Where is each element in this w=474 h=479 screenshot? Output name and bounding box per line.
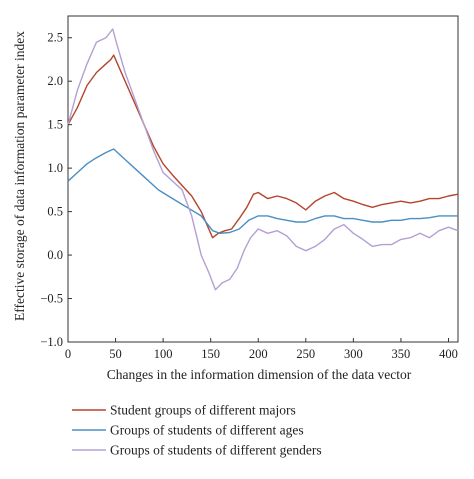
- x-tick-label: 250: [296, 347, 315, 361]
- y-axis-label: Effective storage of data information pa…: [12, 31, 27, 321]
- x-axis-ticks: 0 50 100 150 200 250 300 350 400: [65, 338, 458, 361]
- x-tick-label: 400: [439, 347, 458, 361]
- x-tick-label: 150: [201, 347, 220, 361]
- x-tick-label: 50: [109, 347, 122, 361]
- y-tick-label: 2.5: [47, 31, 63, 45]
- y-tick-label: 0.0: [47, 248, 63, 262]
- series-line-3: [67, 28, 459, 291]
- plot-frame: [67, 15, 459, 343]
- plot-area-border: [67, 15, 459, 343]
- series-line-1: [67, 54, 459, 239]
- y-tick-label: −1.0: [40, 335, 63, 349]
- y-tick-label: 1.0: [47, 161, 63, 175]
- legend: Student groups of different majors Groups…: [72, 403, 322, 458]
- legend-label-2: Groups of students of different ages: [110, 423, 304, 438]
- x-tick-label: 0: [65, 347, 71, 361]
- y-tick-label: −0.5: [40, 292, 63, 306]
- x-tick-label: 100: [154, 347, 173, 361]
- x-tick-label: 200: [249, 347, 268, 361]
- y-axis-ticks: −1.0 −0.5 0.0 0.5 1.0 1.5 2.0 2.5: [40, 31, 72, 349]
- x-tick-label: 300: [344, 347, 363, 361]
- legend-label-3: Groups of students of different genders: [110, 443, 322, 458]
- series-line-2: [67, 148, 458, 234]
- x-axis-label: Changes in the information dimension of …: [107, 367, 412, 382]
- y-tick-label: 2.0: [47, 74, 63, 88]
- series-lines: [67, 28, 459, 291]
- x-tick-label: 350: [392, 347, 411, 361]
- legend-label-1: Student groups of different majors: [110, 403, 296, 418]
- y-tick-label: 0.5: [47, 205, 63, 219]
- y-tick-label: 1.5: [47, 118, 63, 132]
